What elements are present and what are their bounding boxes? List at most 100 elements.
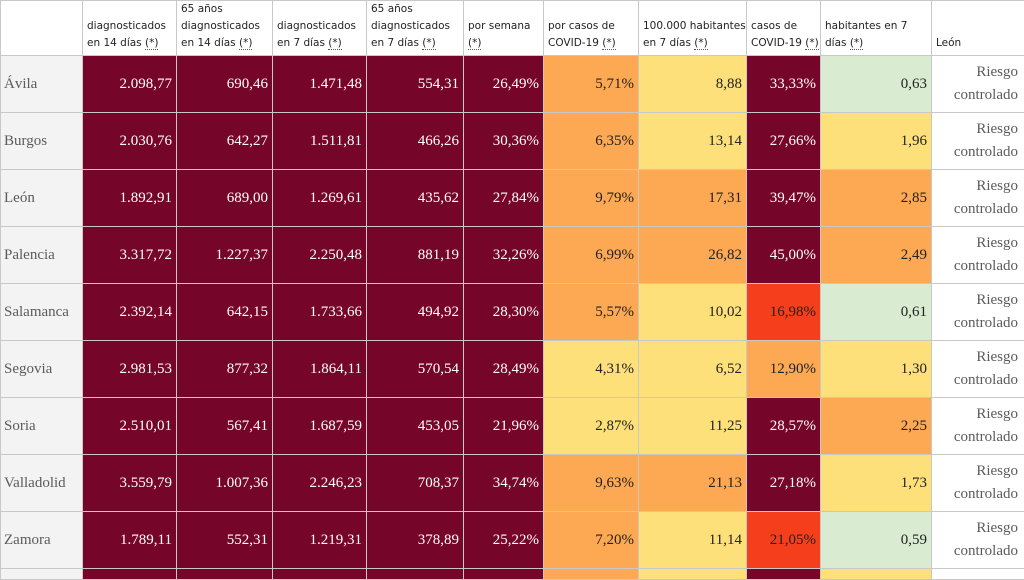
indicator-cell: 2.246,23 bbox=[273, 455, 367, 512]
indicator-cell: 1.789,11 bbox=[83, 512, 177, 569]
column-header-5[interactable]: por semana (*) bbox=[464, 1, 544, 56]
indicator-cell: 0,63 bbox=[821, 56, 932, 113]
risk-level-text: controlado bbox=[932, 369, 1018, 392]
risk-level-text: Riesgo bbox=[932, 346, 1018, 369]
indicator-cell: 2.510,01 bbox=[83, 398, 177, 455]
footnote-marker[interactable]: (*) bbox=[328, 37, 341, 50]
indicator-cell: 28,57% bbox=[747, 398, 821, 455]
footnote-marker[interactable]: (*) bbox=[422, 37, 435, 50]
column-header-2[interactable]: 65 años diagnosticados en 14 días (*) bbox=[177, 1, 273, 56]
risk-level-text: controlado bbox=[932, 540, 1018, 563]
footnote-marker[interactable]: (*) bbox=[602, 37, 615, 50]
indicator-cell: 1,73 bbox=[821, 455, 932, 512]
risk-level-text: Riesgo bbox=[932, 232, 1018, 255]
indicator-cell: 11,25 bbox=[639, 398, 747, 455]
indicator-cell: 12,90% bbox=[747, 341, 821, 398]
column-header-6[interactable]: por casos de COVID-19 (*) bbox=[544, 1, 639, 56]
indicator-cell: 13,14 bbox=[639, 113, 747, 170]
column-header-9[interactable]: habitantes en 7 días (*) bbox=[821, 1, 932, 56]
indicator-cell: 0,59 bbox=[821, 512, 932, 569]
indicator-cell: 690,46 bbox=[177, 56, 273, 113]
column-header-0[interactable] bbox=[1, 1, 83, 56]
footnote-marker[interactable]: (*) bbox=[145, 37, 158, 50]
risk-level-text: Riesgo bbox=[932, 175, 1018, 198]
indicator-cell: 378,89 bbox=[367, 512, 464, 569]
indicator-cell: 1,96 bbox=[821, 113, 932, 170]
risk-level-text: Riesgo bbox=[932, 289, 1018, 312]
indicator-cell: 2,85 bbox=[821, 170, 932, 227]
column-header-label: casos de COVID-19 bbox=[751, 20, 805, 49]
footnote-marker[interactable]: (*) bbox=[850, 37, 863, 50]
indicator-cell: 8,88 bbox=[639, 56, 747, 113]
indicator-cell: 877,32 bbox=[177, 341, 273, 398]
indicator-cell: 1.687,59 bbox=[273, 398, 367, 455]
column-header-label: 65 años diagnosticados en 7 días bbox=[371, 3, 450, 49]
footnote-marker[interactable]: (*) bbox=[239, 37, 252, 50]
indicator-cell: 2,25 bbox=[821, 398, 932, 455]
indicator-cell: 7,20% bbox=[544, 512, 639, 569]
indicator-cell bbox=[177, 569, 273, 580]
indicator-cell: 26,49% bbox=[464, 56, 544, 113]
column-header-7[interactable]: 100.000 habitantes en 7 días (*) bbox=[639, 1, 747, 56]
indicator-cell: 32,26% bbox=[464, 227, 544, 284]
indicator-cell: 27,66% bbox=[747, 113, 821, 170]
column-header-label: diagnosticados en 7 días bbox=[277, 20, 356, 49]
indicator-cell: 45,00% bbox=[747, 227, 821, 284]
province-name: Segovia bbox=[1, 341, 83, 398]
column-header-4[interactable]: 65 años diagnosticados en 7 días (*) bbox=[367, 1, 464, 56]
column-header-3[interactable]: diagnosticados en 7 días (*) bbox=[273, 1, 367, 56]
indicator-cell: 28,49% bbox=[464, 341, 544, 398]
indicator-cell: 30,36% bbox=[464, 113, 544, 170]
province-name: Ávila bbox=[1, 56, 83, 113]
indicator-cell: 2.392,14 bbox=[83, 284, 177, 341]
indicator-cell: 21,13 bbox=[639, 455, 747, 512]
indicator-cell: 5,57% bbox=[544, 284, 639, 341]
risk-level-text: controlado bbox=[932, 198, 1018, 221]
indicator-cell bbox=[544, 569, 639, 580]
indicator-cell: 1.733,66 bbox=[273, 284, 367, 341]
risk-level-text: Riesgo bbox=[932, 118, 1018, 141]
risk-level-text: Riesgo bbox=[932, 403, 1018, 426]
indicator-cell: 2.250,48 bbox=[273, 227, 367, 284]
column-header-1[interactable]: diagnosticados en 14 días (*) bbox=[83, 1, 177, 56]
indicator-cell: 567,41 bbox=[177, 398, 273, 455]
indicator-cell: 16,98% bbox=[747, 284, 821, 341]
column-header-8[interactable]: casos de COVID-19 (*) bbox=[747, 1, 821, 56]
indicator-cell: 17,31 bbox=[639, 170, 747, 227]
indicator-cell: 6,99% bbox=[544, 227, 639, 284]
indicator-cell: 1.511,81 bbox=[273, 113, 367, 170]
province-name: Salamanca bbox=[1, 284, 83, 341]
province-name: Valladolid bbox=[1, 455, 83, 512]
risk-level-cell bbox=[932, 569, 1024, 580]
indicator-cell: 27,18% bbox=[747, 455, 821, 512]
risk-level-text: Riesgo bbox=[932, 460, 1018, 483]
risk-level-text: controlado bbox=[932, 483, 1018, 506]
indicator-cell: 25,22% bbox=[464, 512, 544, 569]
footnote-marker[interactable]: (*) bbox=[805, 37, 818, 50]
indicator-cell: 435,62 bbox=[367, 170, 464, 227]
footnote-marker[interactable]: (*) bbox=[694, 37, 707, 50]
column-header-label: León bbox=[936, 37, 961, 49]
indicator-cell: 570,54 bbox=[367, 341, 464, 398]
indicator-cell bbox=[367, 569, 464, 580]
indicator-cell: 3.559,79 bbox=[83, 455, 177, 512]
indicator-cell: 6,35% bbox=[544, 113, 639, 170]
column-header-10[interactable]: León bbox=[932, 1, 1024, 56]
risk-level-text: controlado bbox=[932, 255, 1018, 278]
footnote-marker[interactable]: (*) bbox=[468, 37, 481, 50]
header-row: diagnosticados en 14 días (*)65 años dia… bbox=[1, 1, 1024, 56]
indicator-cell: 6,52 bbox=[639, 341, 747, 398]
indicator-cell: 2.030,76 bbox=[83, 113, 177, 170]
province-name bbox=[1, 569, 83, 580]
indicator-cell: 453,05 bbox=[367, 398, 464, 455]
